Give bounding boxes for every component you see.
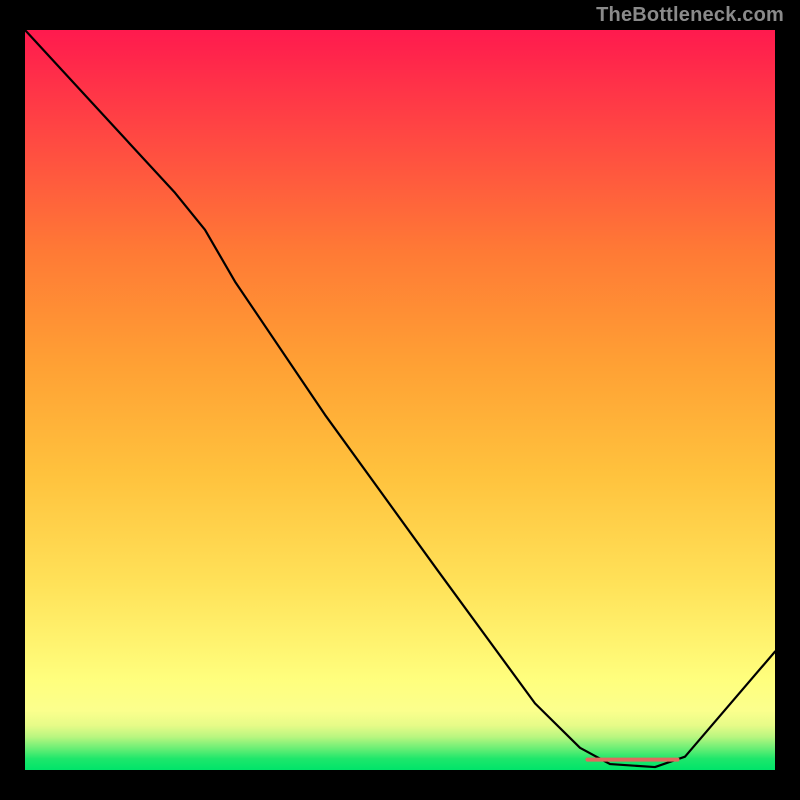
chart-frame: TheBottleneck.com	[0, 0, 800, 800]
plot-area	[25, 30, 775, 770]
bottleneck-curve	[25, 30, 775, 767]
watermark-text: TheBottleneck.com	[596, 4, 784, 27]
chart-overlay	[25, 30, 775, 770]
